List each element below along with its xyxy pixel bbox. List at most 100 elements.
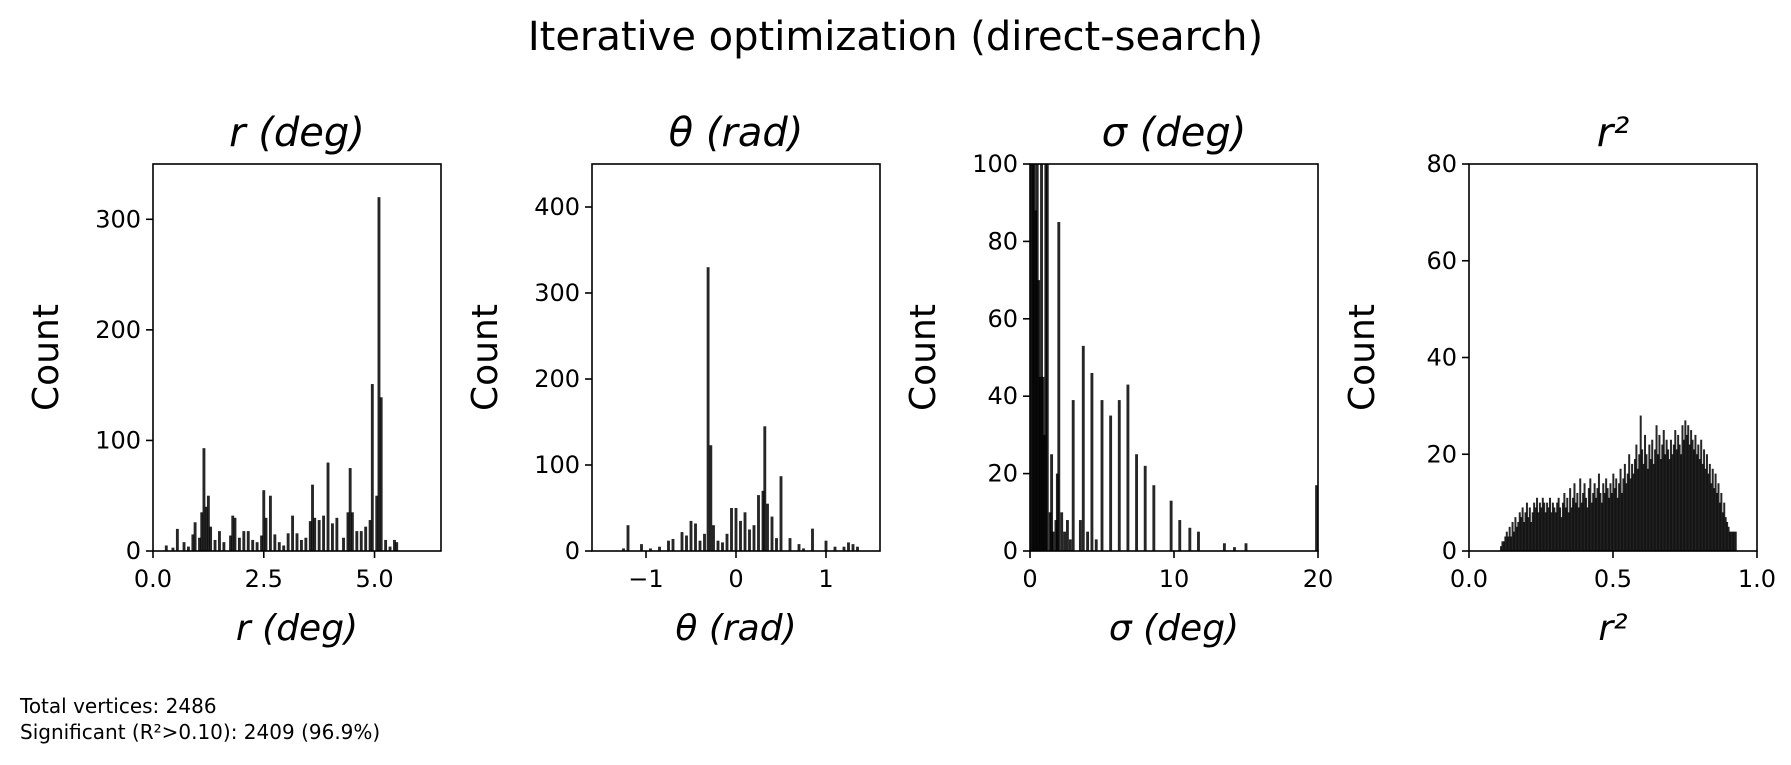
histogram-bar (1720, 492, 1723, 551)
histogram-bar (1717, 483, 1720, 551)
histogram-bar (1517, 521, 1520, 551)
histogram-bar (640, 544, 643, 551)
histogram-bar (291, 515, 295, 551)
histogram-bar (802, 548, 805, 551)
histogram-bar (721, 542, 724, 551)
panel-title: r² (1597, 110, 1629, 156)
histogram-bar (395, 542, 399, 551)
histogram-bar (1714, 473, 1717, 551)
histogram-bar (1641, 449, 1644, 551)
histogram-bar (1716, 492, 1719, 551)
histogram-bar (1546, 502, 1549, 551)
histogram-bar (1040, 164, 1043, 551)
histogram-bar (1051, 531, 1055, 551)
histogram-bar (743, 512, 747, 551)
histogram-bar (1587, 488, 1590, 551)
histogram-bar (355, 531, 359, 551)
histogram-bar (1703, 449, 1706, 551)
histogram-bar (649, 548, 652, 551)
histogram-bar (1037, 280, 1041, 551)
figure-title: Iterative optimization (direct-search) (527, 14, 1264, 60)
histogram-bar (335, 517, 339, 551)
histogram-bar (1700, 439, 1703, 551)
y-tick-label: 0 (1003, 537, 1018, 565)
y-tick-label: 300 (95, 205, 141, 233)
histogram-bar (698, 540, 702, 551)
histogram-bar (277, 542, 281, 551)
significant-note: Significant (R²>0.10): 2409 (96.9%) (20, 720, 381, 744)
histogram-bar (685, 535, 688, 551)
histogram-bar (1704, 468, 1707, 551)
histogram-bar (346, 512, 350, 551)
histogram-bar (322, 515, 326, 551)
histogram-bar (1698, 459, 1701, 551)
histogram-bar (1540, 507, 1543, 551)
histogram-bar (1560, 517, 1563, 551)
histogram-bar (1639, 415, 1642, 551)
histogram-bar (1048, 512, 1052, 551)
histogram-bar (712, 525, 715, 551)
axes-frame (152, 163, 442, 552)
histogram-bar (1674, 430, 1677, 551)
histogram-bar (204, 506, 208, 551)
histogram-panel-3: 0 10 20 0 20 40 60 80 100 σ (deg) σ (deg) Count (903, 110, 1333, 649)
histogram-bar (1705, 454, 1708, 551)
x-tick-label: 0 (1022, 565, 1037, 593)
histogram-bar (1661, 444, 1664, 551)
histogram-bar (187, 546, 190, 551)
histogram-bar (1544, 512, 1547, 551)
histogram-bar (1713, 488, 1716, 551)
histogram-panel-2: −1 0 1 0 100 200 300 400 θ (rad) θ (rad) Count (465, 110, 881, 649)
y-axis-label: Count (465, 304, 506, 411)
histogram-bar (1618, 483, 1621, 551)
histogram-bar (1117, 400, 1121, 551)
panel-title: r (deg) (229, 110, 365, 156)
histogram-bar (209, 526, 213, 551)
histogram-bar (1609, 483, 1612, 551)
histogram-bar (1682, 439, 1685, 551)
histogram-bar (304, 537, 308, 551)
histogram-bar (1626, 473, 1629, 551)
histogram-bar (1659, 459, 1662, 551)
histogram-bar (1126, 384, 1130, 551)
histogram-bar (295, 533, 299, 551)
histogram-bar (1688, 444, 1691, 551)
histogram-bar (213, 539, 217, 551)
histogram-bar (626, 525, 630, 551)
histogram-bar (694, 523, 697, 551)
histogram-bar (1063, 531, 1066, 551)
histogram-bar (1631, 463, 1634, 551)
histogram-bar (842, 546, 846, 551)
y-tick-label: 0 (126, 537, 141, 565)
histogram-bar (1554, 512, 1557, 551)
histogram-bar (1605, 478, 1608, 551)
histogram-bar (1603, 492, 1606, 551)
summary-notes: Total vertices: 2486 Significant (R²>0.1… (20, 693, 380, 745)
histogram-bar (1100, 400, 1104, 551)
histogram-bar (1583, 483, 1586, 551)
histogram-bar (1531, 512, 1534, 551)
histogram-bar (182, 542, 186, 551)
histogram-bar (1222, 543, 1226, 551)
histogram-bar (198, 537, 201, 551)
histogram-bar (200, 512, 204, 551)
histogram-bar (1672, 444, 1675, 551)
histogram-bar (1548, 497, 1551, 551)
y-tick-label: 40 (987, 382, 1018, 410)
histogram-bar (1564, 507, 1567, 551)
x-axis-label: r (deg) (236, 608, 358, 649)
histogram-bar (251, 539, 255, 551)
histogram-bar (730, 508, 733, 551)
histogram-bar (667, 540, 670, 551)
histogram-bar (1233, 547, 1236, 551)
y-tick-label: 60 (1426, 247, 1457, 275)
histogram-bar (313, 517, 317, 551)
histogram-bar (246, 531, 250, 551)
histogram-bar (1570, 507, 1573, 551)
histogram-bar (1050, 454, 1054, 551)
histogram-bar (1514, 517, 1517, 551)
histogram-bar (282, 545, 286, 551)
histogram-bar (1525, 502, 1528, 551)
histogram-bar (1533, 502, 1536, 551)
y-tick-label: 20 (1426, 440, 1457, 468)
